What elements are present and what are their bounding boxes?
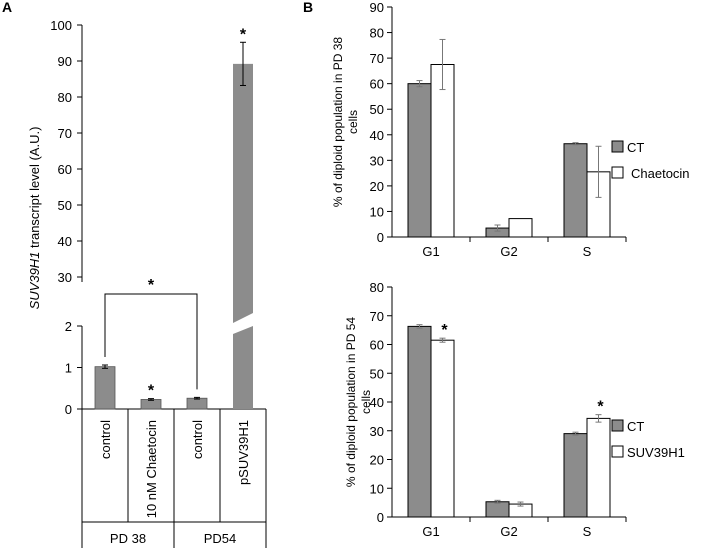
b-bot-y-axis-label-line1: % of diploid population in PD 54 <box>344 317 358 487</box>
a-y-tick-label: 50 <box>58 198 72 213</box>
a-y-tick-label: 0 <box>65 402 72 417</box>
a-category-label: control <box>98 420 113 459</box>
b-top-y-axis-label-line2: cells <box>346 110 360 134</box>
b-bot-y-tick-label: 60 <box>370 338 384 353</box>
a-significance-star: * <box>240 26 247 43</box>
a-category-label: pSUV39H1 <box>236 420 251 485</box>
b-bot-bar <box>485 501 510 518</box>
b-bot-x-tick-label: G1 <box>422 524 439 539</box>
a-y-tick-label: 70 <box>58 126 72 141</box>
b-top-y-tick-label: 80 <box>370 26 384 41</box>
a-y-tick-label: 1 <box>65 361 72 376</box>
b-bot-y-tick-label: 70 <box>370 309 384 324</box>
a-bar-upper-segment <box>233 63 253 323</box>
b-top-bar <box>407 83 432 238</box>
a-bar <box>186 397 208 410</box>
b-top-bar <box>508 218 533 238</box>
b-top-y-tick-label: 60 <box>370 77 384 92</box>
b-bot-x-tick-label: S <box>583 524 592 539</box>
a-bar <box>140 399 162 410</box>
b-top-y-axis-label: % of diploid population in PD 38cells <box>331 37 360 207</box>
a-y-tick-label: 90 <box>58 54 72 69</box>
b-top-y-tick-label: 40 <box>370 128 384 143</box>
b-top-bar <box>563 143 588 238</box>
b-bot-y-tick-label: 0 <box>377 510 384 525</box>
a-y-tick-label: 60 <box>58 162 72 177</box>
a-y-tick-label: 100 <box>50 18 72 33</box>
b-top-y-tick-label: 70 <box>370 51 384 66</box>
a-bracket-star: * <box>148 277 155 294</box>
panel-label-b: B <box>303 0 313 15</box>
b-top-y-axis-label-line1: % of diploid population in PD 38 <box>331 37 345 207</box>
b-bot-y-tick-label: 20 <box>370 453 384 468</box>
a-y-tick-label: 30 <box>58 270 72 285</box>
b-top-x-tick-label: G2 <box>500 244 517 259</box>
a-y-tick-label: 40 <box>58 234 72 249</box>
b-bot-y-tick-label: 40 <box>370 395 384 410</box>
a-group-label: PD54 <box>204 531 237 546</box>
b-bot-legend-swatch <box>611 419 624 432</box>
b-bot-x-tick-label: G2 <box>500 524 517 539</box>
b-top-x-tick-label: S <box>583 244 592 259</box>
b-top-y-tick-label: 0 <box>377 230 384 245</box>
b-bot-bar <box>407 325 432 518</box>
a-y-axis-label-gene: SUV39H1 <box>27 252 42 310</box>
b-bot-bar <box>586 417 611 518</box>
b-bot-significance-star: * <box>441 322 448 339</box>
b-top-legend-label: Chaetocin <box>631 166 690 181</box>
b-bot-significance-star: * <box>597 399 604 416</box>
panel-label-a: A <box>2 0 12 15</box>
a-bar <box>94 366 116 410</box>
b-top-x-tick-label: G1 <box>422 244 439 259</box>
a-y-tick-label: 2 <box>65 319 72 334</box>
chart-a: 30 40 50 60 70 80 90 100 0 1 2 SUV39H1 transcript l… <box>27 18 267 548</box>
a-significance-star: * <box>148 383 155 400</box>
chart-b-bottom: 0 10 20 30 40 50 60 70 80 % of diploid population… <box>344 280 685 539</box>
b-bot-y-tick-label: 10 <box>370 481 384 496</box>
chart-b-top: 0 10 20 30 40 50 60 70 80 90 % of diploid populati… <box>331 0 690 259</box>
b-bot-legend-label: CT <box>627 419 644 434</box>
b-top-legend-swatch <box>611 166 624 179</box>
b-bot-y-axis-label-line2: cells <box>359 390 373 414</box>
b-bot-bar <box>430 339 455 518</box>
b-top-bar <box>430 64 455 238</box>
b-top-legend-label: CT <box>627 140 644 155</box>
a-y-axis-label: SUV39H1 transcript level (A.U.) <box>27 127 42 310</box>
a-category-label: control <box>190 420 205 459</box>
b-top-y-tick-label: 90 <box>370 0 384 15</box>
b-bot-y-tick-label: 50 <box>370 366 384 381</box>
b-top-y-tick-label: 20 <box>370 179 384 194</box>
a-y-tick-label: 80 <box>58 90 72 105</box>
b-bot-legend-swatch <box>611 445 624 458</box>
b-top-y-tick-label: 50 <box>370 102 384 117</box>
a-bracket <box>104 293 198 390</box>
b-bot-y-tick-label: 80 <box>370 280 384 295</box>
b-top-legend-swatch <box>611 140 624 153</box>
a-y-axis-label-rest: transcript level (A.U.) <box>27 127 42 252</box>
a-category-label: 10 nM Chaetocin <box>144 420 159 518</box>
b-bot-y-tick-label: 30 <box>370 424 384 439</box>
b-bot-legend-label: SUV39H1 <box>627 445 685 460</box>
b-bot-y-axis-label: % of diploid population in PD 54cells <box>344 317 373 487</box>
b-bot-bar <box>563 433 588 518</box>
b-top-y-tick-label: 30 <box>370 153 384 168</box>
b-top-y-tick-label: 10 <box>370 204 384 219</box>
a-bar-lower-segment <box>233 326 253 409</box>
a-group-label: PD 38 <box>110 531 146 546</box>
